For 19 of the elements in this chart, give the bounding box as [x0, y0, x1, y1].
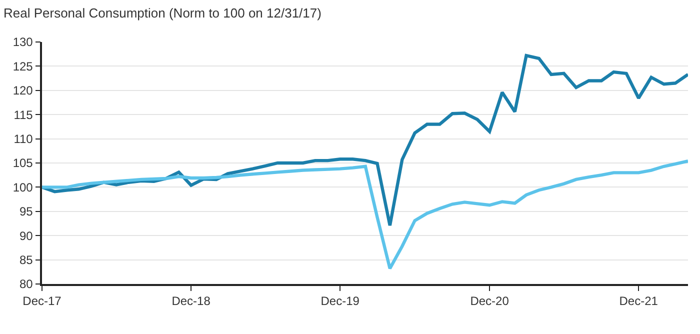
y-tick-label: 125 — [12, 59, 34, 74]
x-tick-label: Dec-19 — [320, 294, 360, 308]
x-tick-label: Dec-20 — [470, 294, 510, 308]
y-tick-label: 85 — [19, 253, 34, 267]
x-tick-label: Dec-21 — [619, 294, 658, 308]
y-tick-label: 80 — [19, 277, 34, 292]
y-tick-label: 130 — [12, 35, 34, 50]
line-series — [42, 54, 688, 228]
x-tick-label: Dec-17 — [22, 294, 62, 308]
line-series — [42, 159, 688, 270]
x-tick-label: Dec-18 — [172, 294, 211, 308]
y-tick-label: 115 — [14, 108, 34, 122]
y-tick-label: 100 — [12, 180, 34, 194]
y-tick-label: 105 — [12, 156, 34, 170]
y-tick-label: 95 — [19, 204, 34, 219]
y-tick-label: 120 — [12, 84, 34, 98]
y-tick-label: 110 — [14, 132, 34, 146]
chart-title: Real Personal Consumption (Norm to 100 on 12/31/17) — [4, 5, 322, 20]
y-tick-label: 90 — [19, 228, 34, 243]
